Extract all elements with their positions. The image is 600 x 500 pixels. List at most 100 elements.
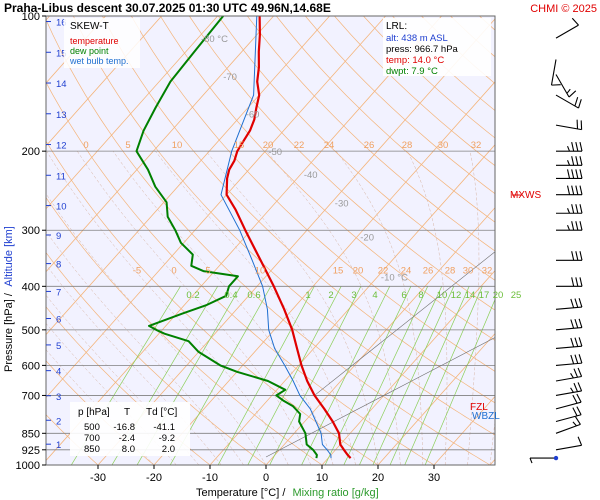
wind-barb	[555, 393, 582, 410]
dry-adiabat-line	[247, 16, 495, 252]
temperature-tick-label: -20	[146, 472, 162, 484]
mixing-ratio-line	[359, 286, 443, 465]
mixing-ratio-label: 10	[437, 290, 448, 301]
wind-barb-shaft	[555, 306, 582, 310]
wind-barb-feather	[578, 337, 583, 347]
dry-adiabat-label: 22	[294, 140, 305, 151]
mixing-ratio-label: 25	[511, 290, 522, 301]
wind-barb-feather	[577, 99, 582, 109]
mixing-ratio-label: 20	[493, 290, 504, 301]
isotherm-label: -10 °C	[381, 272, 408, 283]
wind-barb-shaft	[555, 24, 579, 39]
isotherm-line	[97, 18, 495, 465]
wind-barb-feather	[574, 318, 579, 329]
mixing-ratio-line	[404, 286, 483, 465]
wind-barb-feather	[570, 337, 575, 348]
dry-adiabat-label: 22	[378, 265, 389, 276]
isotherm-line	[265, 207, 495, 465]
wind-barb	[555, 337, 583, 349]
temperature-tick-label: -30	[90, 472, 106, 484]
legend-heading: SKEW-T	[70, 21, 109, 32]
wind-barb-feather	[574, 337, 579, 347]
isotherm-label: -60	[246, 110, 260, 121]
pressure-tick-label: 500	[22, 325, 40, 337]
wind-barb-feather	[575, 221, 579, 231]
temperature-tick-label: -10	[202, 472, 218, 484]
legend-wetbulb: wet bulb temp.	[69, 56, 129, 66]
wind-barb-feather	[577, 382, 583, 392]
wind-barb	[555, 119, 583, 131]
lrl-box	[383, 18, 491, 76]
wind-barb	[556, 156, 583, 166]
dry-adiabat-line	[101, 16, 495, 404]
table-cell: -41.1	[153, 422, 175, 433]
table-header-t: T	[124, 407, 130, 418]
dry-adiabat-label: 20	[263, 140, 274, 151]
dry-adiabat-label: -5	[133, 265, 141, 276]
isotherm-label: -30	[335, 198, 349, 209]
wind-barb-feather	[571, 204, 575, 214]
wind-barb-shaft	[555, 74, 570, 98]
mixing-ratio-label: 4	[372, 290, 377, 301]
wind-barb	[556, 169, 583, 179]
wind-barb	[556, 251, 583, 261]
wind-barb-shaft	[555, 327, 582, 331]
dry-adiabat-line	[189, 16, 495, 311]
wind-barb-feather	[572, 394, 578, 404]
wind-barb-feather	[574, 97, 579, 107]
dry-adiabat-label: 24	[324, 140, 335, 151]
pressure-tick-label: 925	[22, 445, 40, 457]
wetbulb-line	[220, 16, 332, 459]
altitude-tick-label: 11	[56, 171, 66, 182]
isotherm-line	[46, 16, 274, 273]
x-axis-title: Temperature [°C] / Mixing ratio [g/kg]	[196, 487, 379, 499]
wind-barb-feather	[572, 407, 578, 417]
temperature-line	[225, 16, 352, 459]
wind-barb	[555, 406, 582, 423]
mixing-ratio-label: 12	[451, 290, 462, 301]
table-box	[70, 402, 190, 456]
altitude-tick-label: 15	[56, 48, 67, 59]
wind-barb-feather	[579, 251, 583, 261]
guide-line	[314, 251, 495, 396]
isotherm-line	[153, 81, 495, 465]
pressure-tick-label: 1000	[16, 460, 40, 472]
wind-barb-feather	[570, 319, 575, 329]
wind-barb-shaft	[555, 94, 579, 109]
wind-barb-feather	[579, 221, 583, 231]
table-cell: 2.0	[162, 444, 175, 455]
wind-barb	[556, 221, 583, 231]
wind-barb-feather	[578, 354, 583, 364]
isotherm-label: -20	[360, 233, 374, 244]
wind-barb-feather	[568, 90, 577, 98]
dry-adiabat-label: 10	[255, 265, 266, 276]
chart-title: Praha-Libus descent 30.07.2025 01:30 UTC…	[4, 1, 331, 15]
moist-adiabat-line	[336, 151, 424, 465]
pressure-tick-label: 400	[22, 281, 40, 293]
wind-barb-feather	[567, 145, 571, 152]
wind-barb-feather	[570, 354, 575, 365]
isotherm-line	[46, 16, 442, 462]
wind-barb-feather	[573, 368, 579, 378]
table-cell: -9.2	[159, 433, 175, 444]
altitude-tick-label: 2	[56, 416, 61, 427]
wind-barb	[556, 142, 583, 152]
dry-adiabat-label: 0	[83, 140, 88, 151]
pressure-tick-label: 200	[22, 146, 40, 158]
isotherm-line	[377, 332, 495, 465]
wind-barb-feather	[571, 277, 575, 287]
altitude-tick-label: 10	[56, 202, 67, 213]
wind-barb-feather	[579, 204, 583, 214]
mixing-ratio-label: 6	[401, 290, 406, 301]
altitude-tick-label: 4	[56, 367, 61, 378]
wind-barb-shaft	[555, 375, 582, 382]
dry-adiabat-line	[479, 16, 495, 31]
wind-barb	[529, 455, 559, 464]
mixing-ratio-label: 8	[418, 290, 423, 301]
wind-barb-feather	[579, 142, 583, 152]
lrl-temp: temp: 14.0 °C	[386, 55, 444, 66]
altitude-tick-label: 5	[56, 341, 61, 352]
dry-adiabat-label: 15	[333, 265, 344, 276]
moist-adiabat-line	[407, 151, 448, 465]
altitude-tick-label: 3	[56, 392, 61, 403]
